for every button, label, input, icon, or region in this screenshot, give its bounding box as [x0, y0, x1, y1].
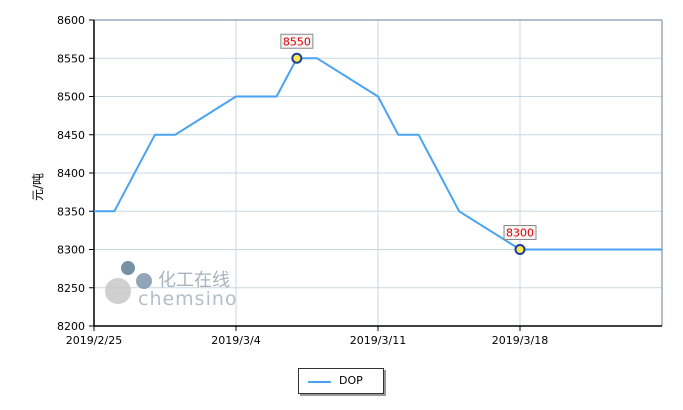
y-tick-label: 8450	[57, 129, 85, 142]
annotation-marker	[291, 52, 303, 64]
series-line-dop	[94, 57, 662, 251]
annotation-label-box	[280, 33, 314, 49]
watermark-en-text: chemsino	[138, 288, 238, 310]
legend-series-label: DOP	[339, 374, 363, 387]
y-tick-label: 8400	[57, 167, 85, 180]
annotation-label: 8550	[283, 35, 311, 48]
axes	[93, 19, 663, 327]
y-tick-label: 8250	[57, 282, 85, 295]
watermark-logo-small-ball	[121, 261, 135, 275]
legend: DOP	[298, 368, 384, 394]
annotation-label: 8300	[506, 227, 534, 240]
annotation-label-box	[503, 225, 537, 240]
x-tick-labels: 2019/2/25 2019/3/4 2019/3/11 2019/3/18	[66, 326, 548, 347]
y-tick-labels: 8200 8250 8300 8350 8400 8450 8500 8550 8600	[57, 14, 94, 333]
x-tick-label: 2019/2/25	[66, 334, 122, 347]
annotation-marker	[514, 244, 526, 255]
watermark-logo-large-ball	[105, 278, 131, 304]
y-tick-label: 8350	[57, 205, 85, 218]
y-tick-label: 8600	[57, 14, 85, 27]
y-tick-label: 8300	[57, 244, 85, 257]
chemsino-watermark: 化工在线 chemsino	[105, 261, 238, 310]
legend-series-swatch	[308, 381, 331, 383]
y-tick-label: 8550	[57, 52, 85, 65]
series-layer	[94, 57, 662, 251]
watermark-logo-mid-ball	[136, 273, 152, 289]
x-tick-label: 2019/3/11	[350, 334, 406, 347]
y-axis-label: 元/吨	[31, 173, 45, 201]
y-tick-label: 8200	[57, 320, 85, 333]
x-tick-label: 2019/3/4	[211, 334, 260, 347]
y-tick-label: 8500	[57, 91, 85, 104]
annotation-layer: 8550 8300	[280, 33, 537, 255]
x-tick-label: 2019/3/18	[492, 334, 548, 347]
watermark-cn-text: 化工在线	[158, 270, 230, 291]
